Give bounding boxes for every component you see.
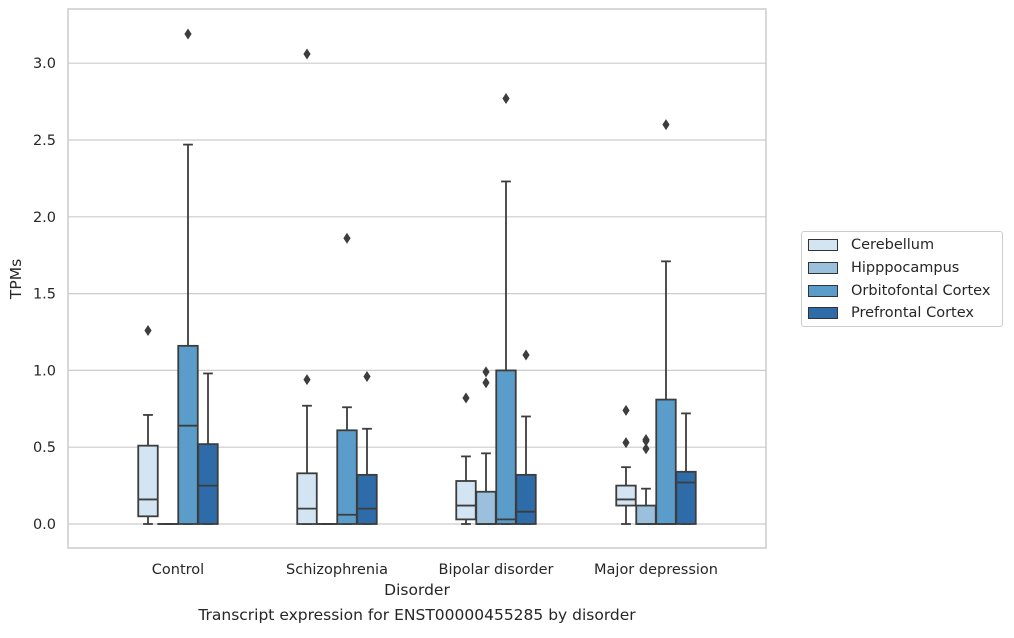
box-body	[198, 444, 218, 524]
box-body	[496, 370, 516, 524]
box-body	[636, 506, 656, 524]
y-axis-label: TPMs	[7, 259, 25, 300]
y-tick-label: 2.0	[33, 210, 56, 226]
y-tick-label: 1.5	[33, 287, 56, 303]
box-body	[616, 486, 636, 506]
box-body	[357, 475, 377, 524]
legend: Cerebellum Hipppocampus Orbitofontal Cor…	[801, 231, 1003, 327]
legend-label-cerebellum: Cerebellum	[851, 237, 934, 253]
legend-item-hippocampus: Hipppocampus	[808, 259, 959, 277]
y-tick-label: 2.5	[33, 133, 56, 149]
box-body	[297, 473, 317, 524]
x-tick-label: Major depression	[594, 562, 718, 578]
x-tick-label: Schizophrenia	[286, 562, 388, 578]
legend-label-prefrontal: Prefrontal Cortex	[851, 305, 974, 321]
legend-label-hippocampus: Hipppocampus	[851, 260, 959, 276]
legend-swatch-cerebellum	[808, 239, 838, 251]
legend-swatch-hippocampus	[808, 262, 838, 274]
x-tick-labels: Control Schizophrenia Bipolar disorder Majo…	[152, 562, 718, 578]
y-tick-labels: 0.0 0.5 1.0 1.5 2.0 2.5 3.0	[33, 56, 56, 533]
x-axis-label: Disorder	[384, 581, 450, 599]
legend-label-orbitofrontal: Orbitofontal Cortex	[851, 283, 990, 299]
legend-swatch-prefrontal	[808, 307, 838, 319]
box-body	[456, 481, 476, 519]
box-body	[138, 446, 158, 517]
legend-swatch-orbitofrontal	[808, 285, 838, 297]
y-tick-label: 0.0	[33, 517, 56, 533]
x-tick-label: Control	[152, 562, 204, 578]
legend-item-cerebellum: Cerebellum	[808, 236, 934, 254]
box-body	[337, 430, 357, 524]
box-body	[676, 472, 696, 524]
y-tick-label: 1.0	[33, 363, 56, 379]
box-body	[178, 346, 198, 524]
y-tick-label: 3.0	[33, 56, 56, 72]
box-body	[656, 400, 676, 524]
y-tick-label: 0.5	[33, 440, 56, 456]
legend-item-prefrontal: Prefrontal Cortex	[808, 304, 974, 322]
box-body	[476, 492, 496, 524]
chart-caption: Transcript expression for ENST0000045528…	[0, 606, 834, 624]
x-tick-label: Bipolar disorder	[439, 562, 554, 578]
box-body	[516, 475, 536, 524]
legend-item-orbitofrontal: Orbitofontal Cortex	[808, 282, 990, 300]
